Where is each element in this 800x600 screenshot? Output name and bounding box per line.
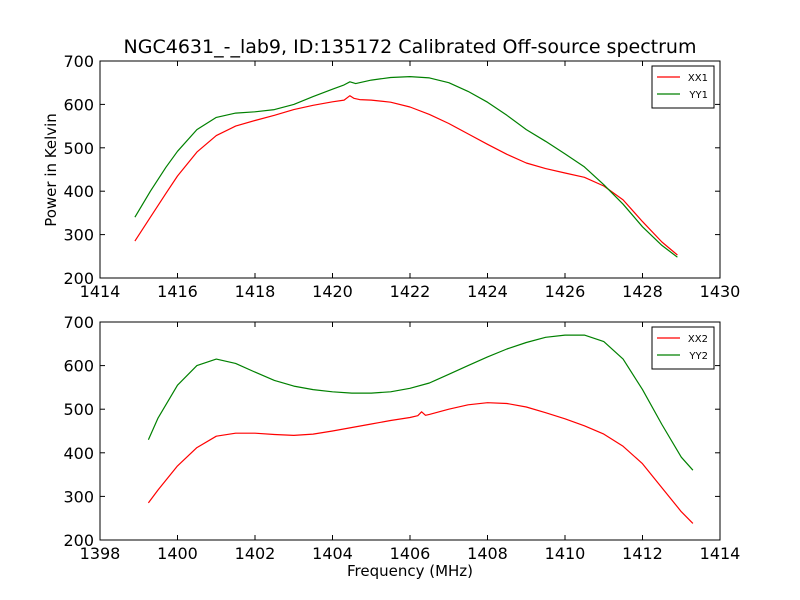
y-tick-label: 600	[63, 357, 94, 376]
legend-box	[651, 65, 715, 109]
y-axis-label: Power in Kelvin	[42, 113, 60, 227]
plot-area-bottom: 1398 1400 1402 1404 1406 1408 1410 1412 1414 200 3…	[63, 313, 740, 563]
x-tick-label: 1424	[467, 282, 508, 301]
legend-box	[651, 326, 715, 370]
legend-label-xx1: XX1	[688, 73, 708, 84]
y-tick-label: 700	[63, 313, 94, 332]
x-tick-label: 1426	[545, 282, 586, 301]
x-tick-label: 1420	[312, 282, 353, 301]
legend-top: XX1 YY1	[651, 65, 715, 109]
y-tick-label: 500	[63, 139, 94, 158]
series-line-xx2	[147, 402, 694, 524]
x-tick-label: 1416	[157, 282, 198, 301]
x-tick-label: 1428	[622, 282, 663, 301]
series-line-xx1	[134, 95, 678, 256]
y-tick-label: 400	[63, 182, 94, 201]
x-tick-label: 1408	[467, 544, 508, 563]
x-tick-label: 1402	[235, 544, 276, 563]
x-tick-label: 1410	[545, 544, 586, 563]
x-tick-label: 1400	[157, 544, 198, 563]
x-tick-label: 1414	[700, 544, 741, 563]
x-tick-label: 1398	[80, 544, 121, 563]
x-tick-label: 1422	[390, 282, 431, 301]
x-tick-label: 1430	[700, 282, 741, 301]
x-tick-label: 1406	[390, 544, 431, 563]
y-tick-label: 200	[63, 531, 94, 550]
y-tick-label: 600	[63, 95, 94, 114]
legend-label-yy1: YY1	[688, 90, 708, 101]
y-tick-label: 500	[63, 400, 94, 419]
y-tick-label: 300	[63, 226, 94, 245]
series-line-yy2	[147, 334, 694, 471]
y-tick-label: 700	[63, 52, 94, 71]
series-line-yy1	[134, 75, 678, 258]
y-tick-label: 300	[63, 487, 94, 506]
x-tick-label: 1412	[622, 544, 663, 563]
x-tick-label: 1404	[312, 544, 353, 563]
legend-label-yy2: YY2	[688, 351, 708, 362]
top-chart-panel: NGC4631_-_lab9, ID:135172 Calibrated Off…	[42, 36, 740, 301]
legend-bottom: XX2 YY2	[651, 326, 715, 370]
x-tick-label: 1418	[235, 282, 276, 301]
chart-title: NGC4631_-_lab9, ID:135172 Calibrated Off…	[124, 36, 697, 58]
x-axis-label: Frequency (MHz)	[347, 562, 473, 580]
x-tick-label: 1414	[80, 282, 121, 301]
bottom-chart-panel: Frequency (MHz) 1398 1400 1402 1404 1406 1408…	[63, 313, 740, 580]
y-tick-label: 400	[63, 444, 94, 463]
y-tick-label: 200	[63, 269, 94, 288]
legend-label-xx2: XX2	[688, 334, 708, 345]
plot-area-top: 1414 1416 1418 1420 1422 1424 1426 1428 1430 200 3…	[63, 52, 740, 301]
